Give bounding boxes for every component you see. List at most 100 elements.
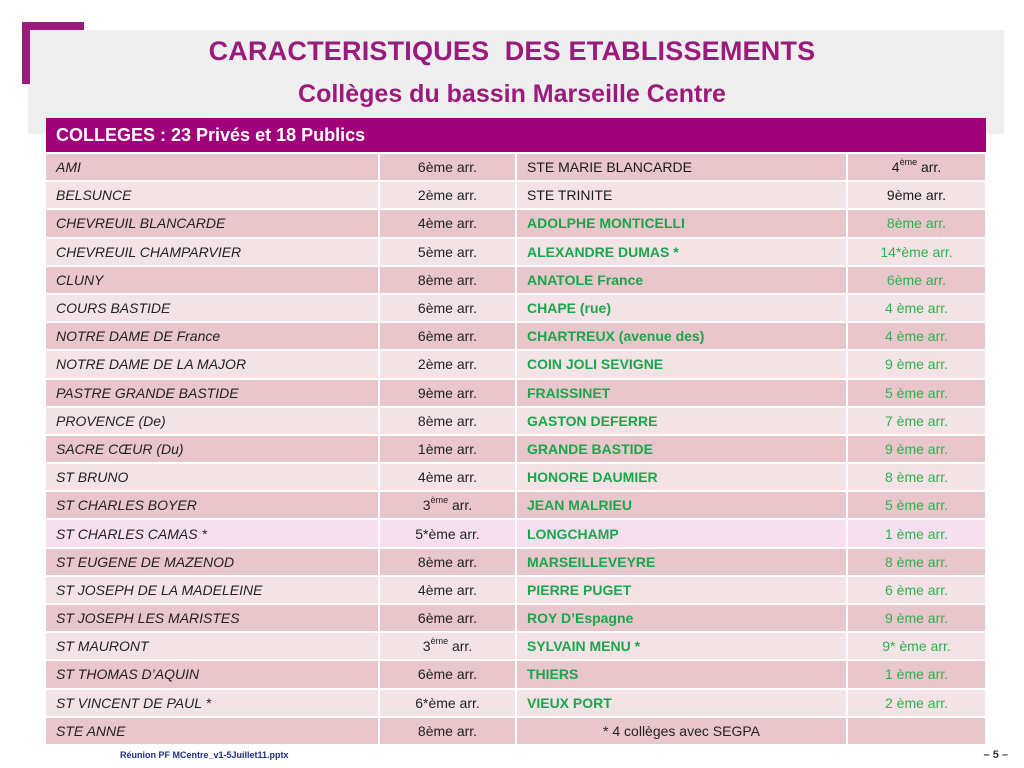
public-college-name: FRAISSINET [516,378,848,408]
public-college-name: COIN JOLI SEVIGNE [516,350,848,380]
private-college-arrondissement: 5*ème arr. [379,519,517,549]
public-college-arrondissement: 1 ème arr. [847,519,987,549]
colleges-table-container: COLLEGES : 23 Privés et 18 Publics AMI 6è… [46,118,987,746]
public-college-name: THIERS [516,660,848,690]
table-row: BELSUNCE 2ème arr. STE TRINITE 9ème arr. [46,181,987,211]
empty-cell [847,716,987,746]
table-row: ST VINCENT DE PAUL * 6*ème arr. VIEUX PORT… [46,688,987,718]
private-college-arrondissement: 8ème arr. [379,547,517,577]
public-college-arrondissement: 9ème arr. [847,181,987,211]
public-college-arrondissement: 4 ème arr. [847,322,987,352]
public-college-arrondissement: 8 ème arr. [847,463,987,493]
private-college-arrondissement: 2ème arr. [379,350,517,380]
private-college-arrondissement: 8ème arr. [379,406,517,436]
table-row: CHEVREUIL CHAMPARVIER 5ème arr. ALEXANDRE … [46,237,987,267]
private-college-arrondissement: 4ème arr. [379,209,517,239]
public-college-arrondissement: 8 ème arr. [847,547,987,577]
private-college-arrondissement: 1ème arr. [379,434,517,465]
private-college-name: ST VINCENT DE PAUL * [46,688,380,718]
table-row: ST THOMAS D’AQUIN 6ème arr. THIERS 1 ème ar… [46,660,987,690]
public-college-arrondissement: 14*ème arr. [847,237,987,267]
footer-page-number: – 5 – [983,749,1008,761]
private-college-name: ST CHARLES BOYER [46,491,380,521]
private-college-arrondissement: 4ème arr. [379,575,517,606]
table-row: ST JOSEPH LES MARISTES 6ème arr. ROY D’Esp… [46,604,987,634]
public-college-name: MARSEILLEVEYRE [516,547,848,577]
private-college-arrondissement: 4ème arr. [379,463,517,493]
private-college-arrondissement: 6ème arr. [379,322,517,352]
footer-filename: Réunion PF MCentre_v1-5Juillet11.pptx [120,750,289,760]
table-row: ST JOSEPH DE LA MADELEINE 4ème arr. PIERRE… [46,575,987,606]
segpa-note: * 4 collèges avec SEGPA [516,716,848,746]
private-college-arrondissement: 2ème arr. [379,181,517,211]
private-college-arrondissement: 6ème arr. [379,153,517,183]
public-college-arrondissement: 6 ème arr. [847,575,987,606]
table-row: NOTRE DAME DE LA MAJOR 2ème arr. COIN JOLI… [46,350,987,380]
private-college-name: NOTRE DAME DE LA MAJOR [46,350,380,380]
private-college-name: ST CHARLES CAMAS * [46,519,380,549]
public-college-name: STE MARIE BLANCARDE [516,153,848,183]
table-row: ST CHARLES CAMAS * 5*ème arr. LONGCHAMP 1 è… [46,519,987,549]
public-college-arrondissement: 9 ème arr. [847,604,987,634]
private-college-arrondissement: 8ème arr. [379,716,517,746]
table-heading: COLLEGES : 23 Privés et 18 Publics [46,118,986,154]
table-row: NOTRE DAME DE France 6ème arr. CHARTREUX (… [46,322,987,352]
public-college-arrondissement: 2 ème arr. [847,688,987,718]
table-row: ST EUGENE DE MAZENOD 8ème arr. MARSEILLEVE… [46,547,987,577]
table-row: SACRE CŒUR (Du) 1ème arr. GRANDE BASTIDE 9 … [46,434,987,465]
private-college-name: COURS BASTIDE [46,293,380,324]
private-college-name: ST EUGENE DE MAZENOD [46,547,380,577]
table-row: COURS BASTIDE 6ème arr. CHAPE (rue) 4 ème a… [46,293,987,324]
public-college-arrondissement: 4ème arr. [847,153,987,183]
private-college-name: AMI [46,153,380,183]
private-college-name: PASTRE GRANDE BASTIDE [46,378,380,408]
public-college-name: ROY D’Espagne [516,604,848,634]
table-row: PROVENCE (De) 8ème arr. GASTON DEFERRE 7 èm… [46,406,987,436]
table-body: AMI 6ème arr. STE MARIE BLANCARDE 4ème arr.… [46,153,987,746]
private-college-name: PROVENCE (De) [46,406,380,436]
public-college-name: ADOLPHE MONTICELLI [516,209,848,239]
public-college-arrondissement: 4 ème arr. [847,293,987,324]
public-college-name: GASTON DEFERRE [516,406,848,436]
private-college-arrondissement: 6ème arr. [379,293,517,324]
private-college-name: ST MAURONT [46,632,380,662]
public-college-name: PIERRE PUGET [516,575,848,606]
colleges-table: COLLEGES : 23 Privés et 18 Publics AMI 6è… [46,118,987,746]
private-college-name: ST JOSEPH DE LA MADELEINE [46,575,380,606]
public-college-name: GRANDE BASTIDE [516,434,848,465]
public-college-name: ALEXANDRE DUMAS * [516,237,848,267]
private-college-name: CLUNY [46,265,380,295]
public-college-name: CHAPE (rue) [516,293,848,324]
corner-accent-vertical [22,22,30,84]
table-row: AMI 6ème arr. STE MARIE BLANCARDE 4ème arr. [46,153,987,183]
public-college-arrondissement: 1 ème arr. [847,660,987,690]
public-college-arrondissement: 8ème arr. [847,209,987,239]
table-row: ST BRUNO 4ème arr. HONORE DAUMIER 8 ème arr… [46,463,987,493]
table-row: PASTRE GRANDE BASTIDE 9ème arr. FRAISSINET… [46,378,987,408]
private-college-arrondissement: 3ème arr. [379,491,517,521]
public-college-name: VIEUX PORT [516,688,848,718]
private-college-name: ST THOMAS D’AQUIN [46,660,380,690]
private-college-name: ST BRUNO [46,463,380,493]
private-college-name: SACRE CŒUR (Du) [46,434,380,465]
public-college-arrondissement: 5 ème arr. [847,491,987,521]
slide-title: CARACTERISTIQUES DES ETABLISSEMENTS [208,36,816,66]
public-college-arrondissement: 9 ème arr. [847,434,987,465]
public-college-arrondissement: 9 ème arr. [847,350,987,380]
table-row: ST CHARLES BOYER 3ème arr. JEAN MALRIEU 5 è… [46,491,987,521]
public-college-name: SYLVAIN MENU * [516,632,848,662]
corner-accent-horizontal [22,22,84,30]
table-row: CHEVREUIL BLANCARDE 4ème arr. ADOLPHE MONT… [46,209,987,239]
public-college-arrondissement: 7 ème arr. [847,406,987,436]
private-college-arrondissement: 6ème arr. [379,660,517,690]
table-row: ST MAURONT 3ème arr. SYLVAIN MENU * 9* ème … [46,632,987,662]
private-college-arrondissement: 5ème arr. [379,237,517,267]
public-college-name: CHARTREUX (avenue des) [516,322,848,352]
public-college-arrondissement: 6ème arr. [847,265,987,295]
slide-subtitle: Collèges du bassin Marseille Centre [298,80,726,108]
public-college-name: JEAN MALRIEU [516,491,848,521]
private-college-name: BELSUNCE [46,181,380,211]
public-college-name: STE TRINITE [516,181,848,211]
private-college-name: CHEVREUIL BLANCARDE [46,209,380,239]
private-college-arrondissement: 6ème arr. [379,604,517,634]
